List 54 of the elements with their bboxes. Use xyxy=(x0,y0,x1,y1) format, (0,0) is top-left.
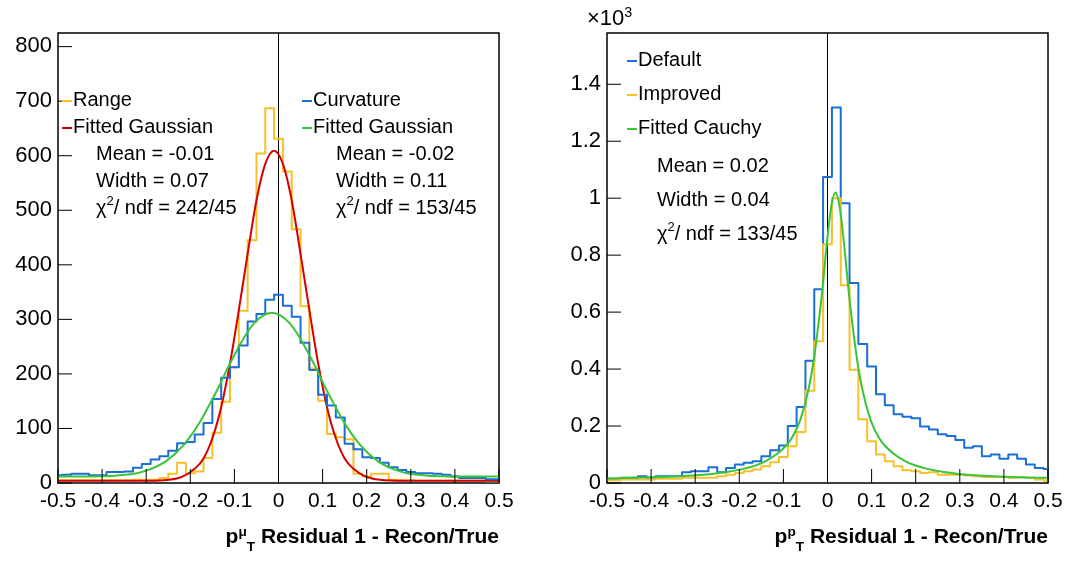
annotation: Mean = 0.02 xyxy=(657,154,769,177)
y-tick-label: 1.4 xyxy=(570,70,601,96)
legend-label: Fitted Gaussian xyxy=(73,115,214,138)
y-tick-label: 700 xyxy=(15,86,52,112)
y-tick-label: 500 xyxy=(15,196,52,222)
annotation: χ$^{2}$/ ndf = 153/45 xyxy=(336,192,477,219)
x-axis-title: p$^{μ}$$_{T}$ Residual 1 - Recon/True xyxy=(225,523,499,554)
legend-label: Default xyxy=(638,48,702,71)
y-tick-label: 400 xyxy=(15,250,52,276)
legend-label: Improved xyxy=(638,82,722,105)
x-tick-label: 0.3 xyxy=(945,488,975,512)
x-tick-label: 0.4 xyxy=(440,488,470,512)
annotation: Width = 0.07 xyxy=(96,169,209,192)
x-tick-label: 0 xyxy=(272,488,285,512)
legend-label: Curvature xyxy=(313,88,401,111)
x-tick-label: -0.3 xyxy=(677,488,714,512)
y-tick-label: 1.2 xyxy=(570,127,601,153)
x-tick-label: -0.3 xyxy=(128,488,165,512)
x-axis-title: p$^{p}$$_{T}$ Residual 1 - Recon/True xyxy=(774,523,1048,554)
y-tick-label: 800 xyxy=(15,32,52,58)
y-tick-label: 600 xyxy=(15,141,52,167)
x-tick-label: 0.1 xyxy=(857,488,887,512)
legend-label: Fitted Gaussian xyxy=(313,115,454,138)
y-tick-label: 0.2 xyxy=(570,411,601,437)
y-axis-title: ×10$^{3}$ xyxy=(587,4,633,30)
x-tick-label: 0 xyxy=(821,488,834,512)
x-tick-label: -0.2 xyxy=(172,488,209,512)
y-tick-label: 0.6 xyxy=(570,297,601,323)
x-tick-label: 0.1 xyxy=(308,488,338,512)
x-tick-label: -0.1 xyxy=(765,488,802,512)
x-tick-label: 0.3 xyxy=(396,488,426,512)
legend-label: Range xyxy=(73,88,132,111)
x-tick-label: 0.5 xyxy=(484,488,514,512)
y-tick-label: 100 xyxy=(15,414,52,440)
annotation: Mean = -0.01 xyxy=(96,142,215,165)
x-tick-label: 0.2 xyxy=(352,488,382,512)
x-tick-label: 0.2 xyxy=(901,488,931,512)
legend-label: Fitted Cauchy xyxy=(638,116,762,139)
x-tick-label: 0.4 xyxy=(989,488,1019,512)
x-tick-label: -0.2 xyxy=(721,488,758,512)
y-tick-label: 200 xyxy=(15,359,52,385)
annotation: χ$^{2}$/ ndf = 133/45 xyxy=(657,218,798,245)
x-tick-label: -0.4 xyxy=(633,488,670,512)
y-tick-label: 0.4 xyxy=(570,354,601,380)
y-tick-label: 1 xyxy=(588,184,601,209)
annotation: χ$^{2}$/ ndf = 242/45 xyxy=(96,192,237,219)
x-tick-label: -0.1 xyxy=(216,488,253,512)
annotation: Width = 0.04 xyxy=(657,188,770,211)
y-tick-label: 300 xyxy=(15,305,52,331)
x-tick-label: -0.4 xyxy=(84,488,121,512)
annotation: Mean = -0.02 xyxy=(336,142,455,165)
x-tick-label: 0.5 xyxy=(1033,488,1063,512)
y-tick-label: 0.8 xyxy=(570,240,601,266)
annotation: Width = 0.11 xyxy=(336,169,448,192)
